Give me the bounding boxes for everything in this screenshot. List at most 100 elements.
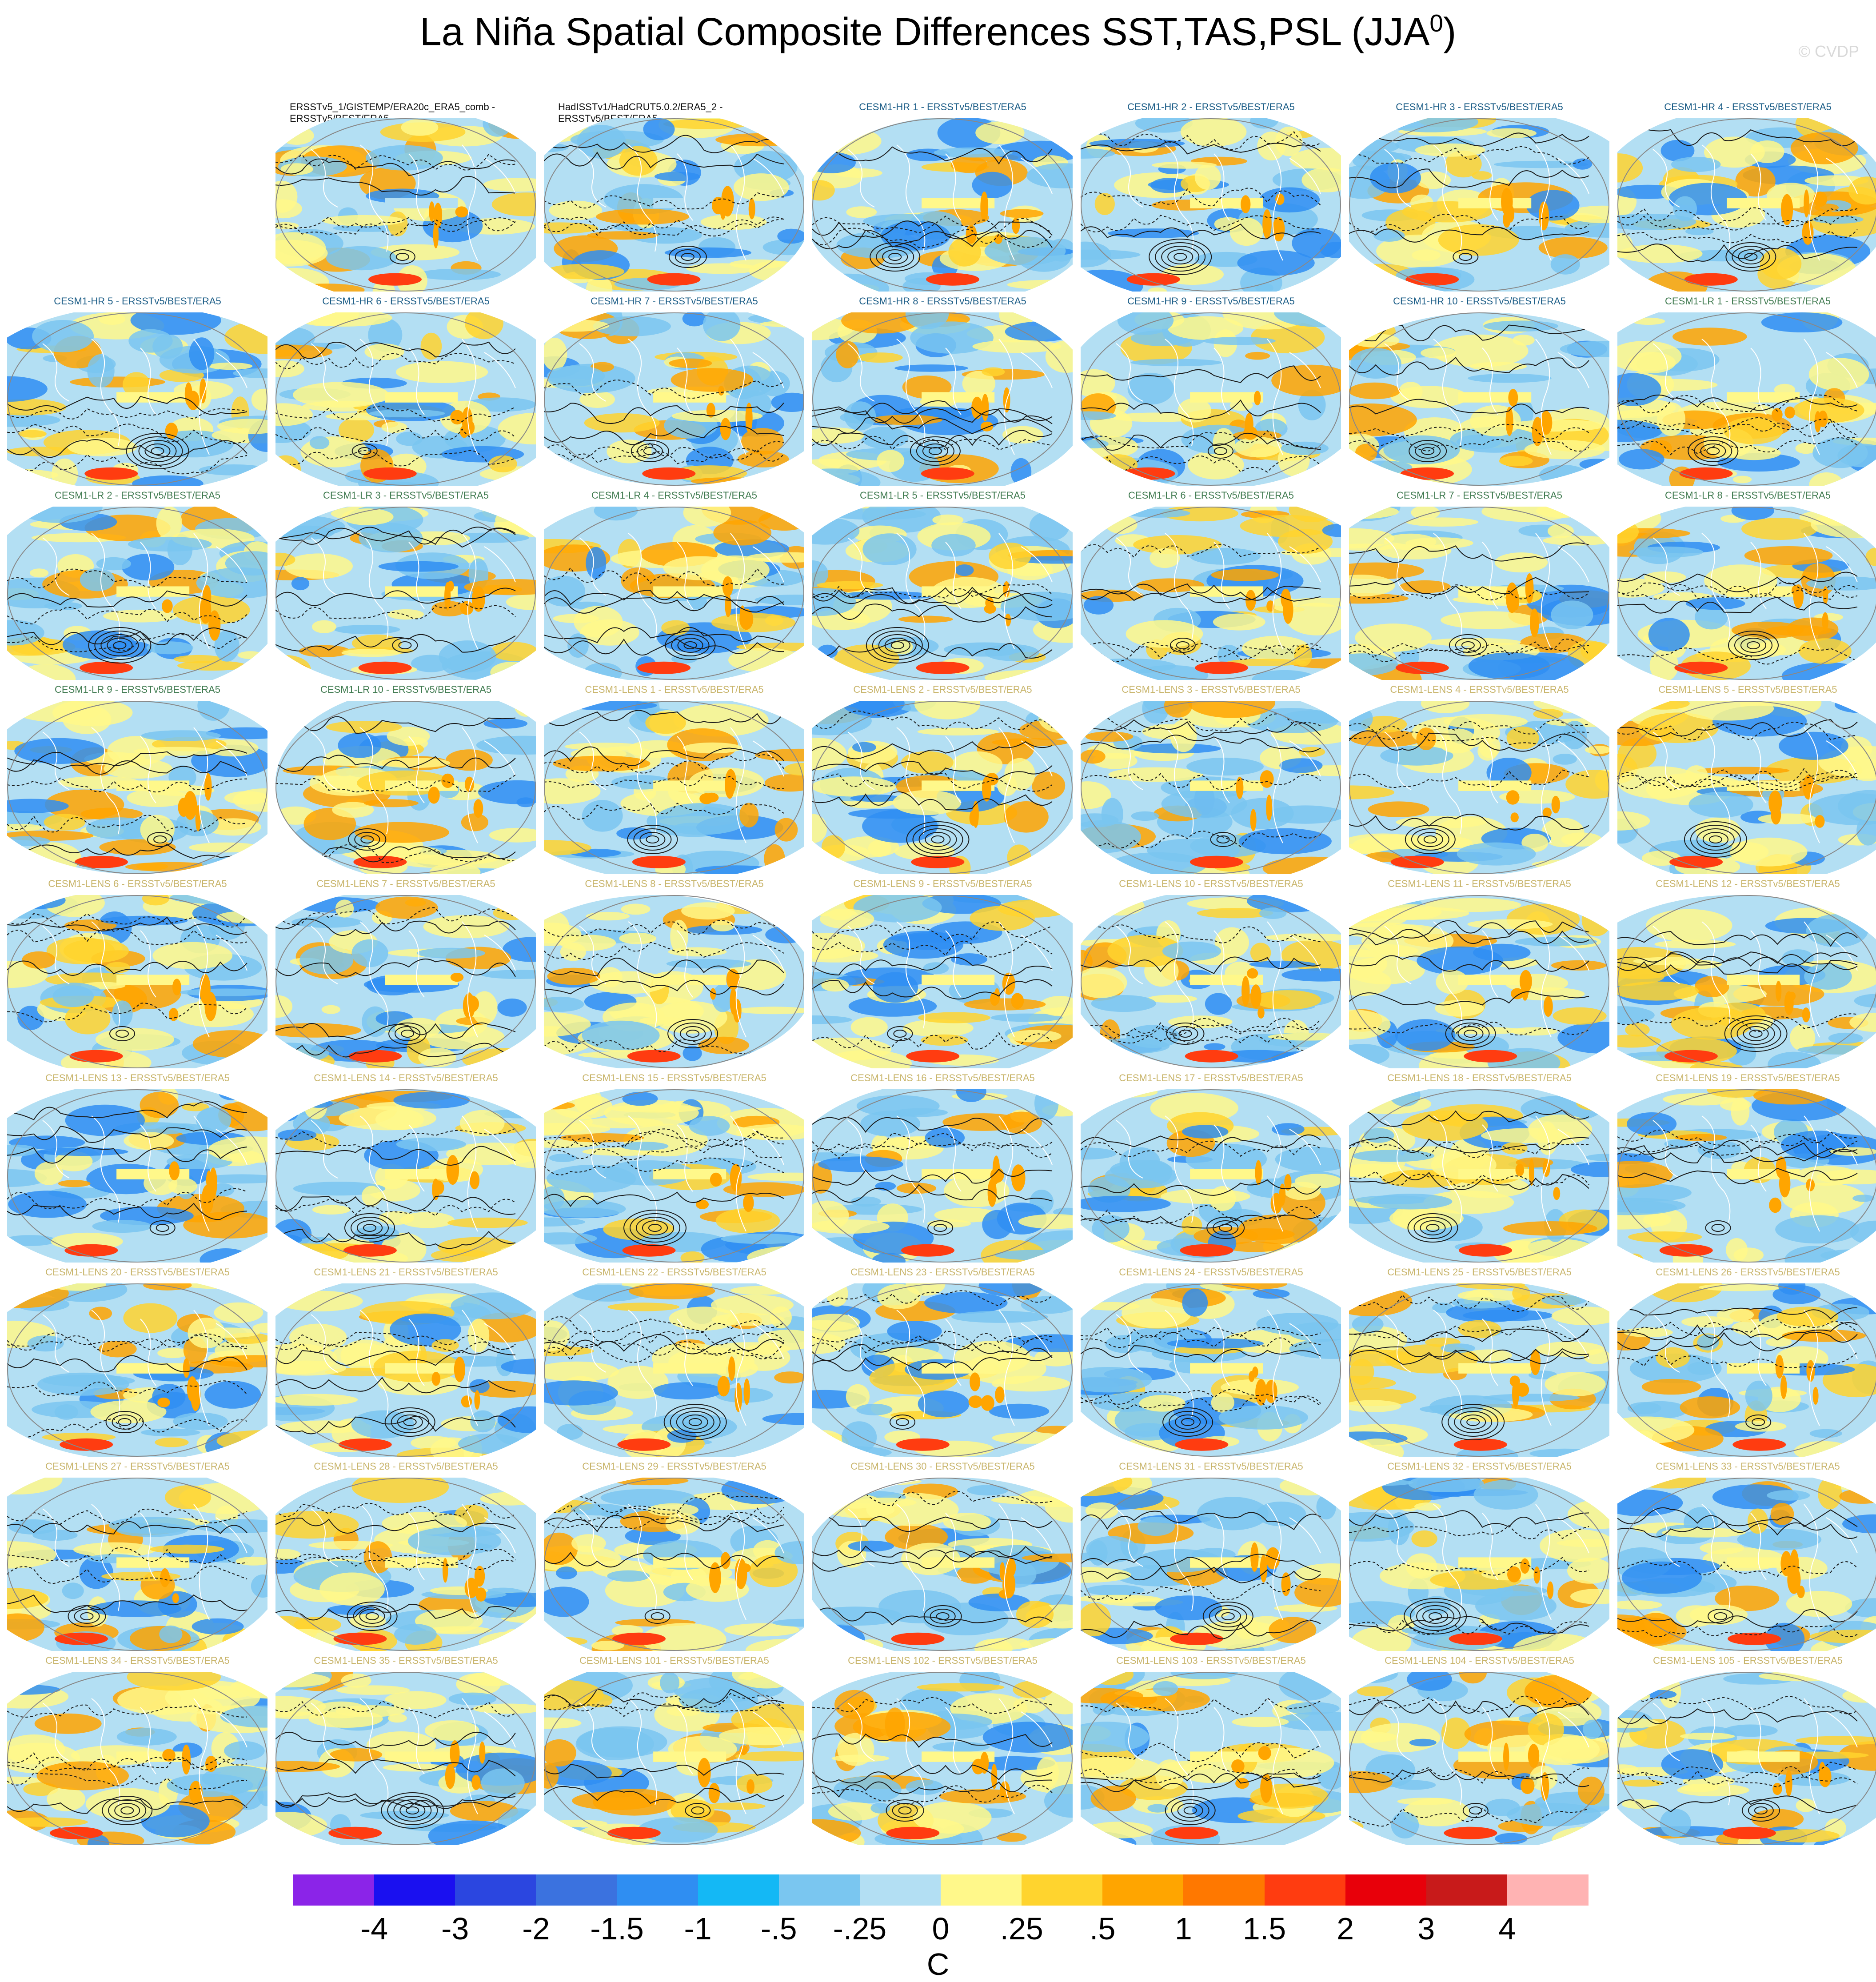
map-panel-title: CESM1-LENS 8 - ERSSTv5/BEST/ERA5 xyxy=(585,878,764,889)
map-panel: CESM1-LR 7 - ERSSTv5/BEST/ERA5 xyxy=(1345,490,1613,683)
map-panel-title: CESM1-LENS 34 - ERSSTv5/BEST/ERA5 xyxy=(45,1655,230,1666)
map-panel-title: CESM1-LENS 5 - ERSSTv5/BEST/ERA5 xyxy=(1658,684,1837,695)
colorbar-tick-label: -.25 xyxy=(833,1911,887,1946)
colorbar-swatch xyxy=(859,1874,941,1906)
world-map xyxy=(1349,1672,1609,1845)
world-map xyxy=(1081,1478,1341,1651)
map-panel-title: CESM1-LENS 12 - ERSSTv5/BEST/ERA5 xyxy=(1656,878,1840,889)
map-panel: CESM1-LENS 104 - ERSSTv5/BEST/ERA5 xyxy=(1345,1655,1613,1848)
map-panel: CESM1-HR 6 - ERSSTv5/BEST/ERA5 xyxy=(272,296,540,489)
map-panel-title: CESM1-LENS 35 - ERSSTv5/BEST/ERA5 xyxy=(314,1655,498,1666)
map-panel: CESM1-LENS 105 - ERSSTv5/BEST/ERA5 xyxy=(1614,1655,1876,1848)
world-map xyxy=(544,1478,804,1651)
map-panel-title: CESM1-HR 7 - ERSSTv5/BEST/ERA5 xyxy=(591,296,758,307)
colorbar-swatch xyxy=(293,1874,375,1906)
world-map xyxy=(275,507,536,680)
world-map xyxy=(7,1089,267,1263)
colorbar-swatch xyxy=(1022,1874,1103,1906)
map-panel: CESM1-LENS 14 - ERSSTv5/BEST/ERA5 xyxy=(272,1072,540,1266)
map-panel: CESM1-LENS 35 - ERSSTv5/BEST/ERA5 xyxy=(272,1655,540,1848)
world-map xyxy=(1617,118,1876,292)
colorbar-tick-label: -.5 xyxy=(760,1911,797,1946)
colorbar-tick-label: -4 xyxy=(360,1911,388,1946)
colorbar-swatch xyxy=(1183,1874,1265,1906)
colorbar-tick-label: 1 xyxy=(1174,1911,1192,1946)
map-panel: CESM1-LR 2 - ERSSTv5/BEST/ERA5 xyxy=(4,490,271,683)
map-panel-title: CESM1-LR 6 - ERSSTv5/BEST/ERA5 xyxy=(1128,490,1294,501)
map-panel: CESM1-LENS 17 - ERSSTv5/BEST/ERA5 xyxy=(1077,1072,1345,1266)
map-panel: CESM1-LR 1 - ERSSTv5/BEST/ERA5 xyxy=(1614,296,1876,489)
map-panel-title: CESM1-LENS 15 - ERSSTv5/BEST/ERA5 xyxy=(582,1072,766,1083)
map-panel: CESM1-LENS 29 - ERSSTv5/BEST/ERA5 xyxy=(540,1461,808,1654)
map-panel: CESM1-LR 4 - ERSSTv5/BEST/ERA5 xyxy=(540,490,808,683)
map-panel: CESM1-LENS 101 - ERSSTv5/BEST/ERA5 xyxy=(540,1655,808,1848)
world-map xyxy=(1617,701,1876,874)
cvdp-watermark: © CVDP xyxy=(1798,42,1859,60)
map-panel-title: CESM1-LENS 14 - ERSSTv5/BEST/ERA5 xyxy=(314,1072,498,1083)
map-panel: CESM1-LENS 2 - ERSSTv5/BEST/ERA5 xyxy=(809,684,1077,877)
map-panel-title: CESM1-LENS 29 - ERSSTv5/BEST/ERA5 xyxy=(582,1461,766,1472)
colorbar-swatch xyxy=(455,1874,536,1906)
colorbar-swatch xyxy=(374,1874,455,1906)
map-panel-title: CESM1-LENS 27 - ERSSTv5/BEST/ERA5 xyxy=(45,1461,230,1472)
map-panel: CESM1-LR 9 - ERSSTv5/BEST/ERA5 xyxy=(4,684,271,877)
world-map xyxy=(1081,507,1341,680)
world-map xyxy=(275,701,536,874)
map-panel: CESM1-LENS 28 - ERSSTv5/BEST/ERA5 xyxy=(272,1461,540,1654)
map-panel: CESM1-LENS 22 - ERSSTv5/BEST/ERA5 xyxy=(540,1267,808,1460)
map-panel-title: CESM1-LENS 33 - ERSSTv5/BEST/ERA5 xyxy=(1656,1461,1840,1472)
map-panel: CESM1-LENS 11 - ERSSTv5/BEST/ERA5 xyxy=(1345,878,1613,1071)
map-panel: CESM1-LENS 18 - ERSSTv5/BEST/ERA5 xyxy=(1345,1072,1613,1266)
map-panel-title: CESM1-LENS 102 - ERSSTv5/BEST/ERA5 xyxy=(848,1655,1038,1666)
map-panel-title: CESM1-LENS 31 - ERSSTv5/BEST/ERA5 xyxy=(1119,1461,1303,1472)
map-panel: CESM1-LENS 32 - ERSSTv5/BEST/ERA5 xyxy=(1345,1461,1613,1654)
world-map xyxy=(1081,118,1341,292)
world-map xyxy=(275,1089,536,1263)
world-map xyxy=(544,1089,804,1263)
world-map xyxy=(1081,701,1341,874)
map-panel-title: CESM1-LENS 28 - ERSSTv5/BEST/ERA5 xyxy=(314,1461,498,1472)
map-panel: CESM1-LR 5 - ERSSTv5/BEST/ERA5 xyxy=(809,490,1077,683)
map-panel-title: CESM1-LR 2 - ERSSTv5/BEST/ERA5 xyxy=(55,490,220,501)
world-map xyxy=(1081,1283,1341,1457)
map-panel: HadISSTv1/HadCRUT5.0.2/ERA5_2 - ERSSTv5/… xyxy=(540,101,808,295)
map-panel-title: CESM1-HR 3 - ERSSTv5/BEST/ERA5 xyxy=(1396,101,1563,112)
map-panel-title: CESM1-HR 2 - ERSSTv5/BEST/ERA5 xyxy=(1127,101,1295,112)
colorbar-swatch xyxy=(1507,1874,1589,1906)
map-panel: CESM1-LR 3 - ERSSTv5/BEST/ERA5 xyxy=(272,490,540,683)
map-panel: CESM1-LENS 30 - ERSSTv5/BEST/ERA5 xyxy=(809,1461,1077,1654)
map-panel: CESM1-HR 5 - ERSSTv5/BEST/ERA5 xyxy=(4,296,271,489)
colorbar-swatch xyxy=(1345,1874,1427,1906)
map-panel: CESM1-HR 2 - ERSSTv5/BEST/ERA5 xyxy=(1077,101,1345,295)
world-map xyxy=(1617,1089,1876,1263)
colorbar-tick-label: .25 xyxy=(1000,1911,1043,1946)
map-panel: CESM1-HR 7 - ERSSTv5/BEST/ERA5 xyxy=(540,296,808,489)
world-map xyxy=(812,312,1073,486)
colorbar-unit: C xyxy=(926,1947,950,1982)
world-map xyxy=(7,895,267,1068)
map-panel: CESM1-LENS 102 - ERSSTv5/BEST/ERA5 xyxy=(809,1655,1077,1848)
map-panel-title: CESM1-LENS 25 - ERSSTv5/BEST/ERA5 xyxy=(1387,1267,1572,1278)
map-panel-title: CESM1-LENS 30 - ERSSTv5/BEST/ERA5 xyxy=(850,1461,1035,1472)
world-map xyxy=(7,1672,267,1845)
map-panel: CESM1-HR 4 - ERSSTv5/BEST/ERA5 xyxy=(1614,101,1876,295)
map-panel: CESM1-LENS 16 - ERSSTv5/BEST/ERA5 xyxy=(809,1072,1077,1266)
world-map xyxy=(1617,312,1876,486)
map-panel: CESM1-HR 1 - ERSSTv5/BEST/ERA5 xyxy=(809,101,1077,295)
map-panel-title: CESM1-LENS 32 - ERSSTv5/BEST/ERA5 xyxy=(1387,1461,1572,1472)
colorbar-swatch xyxy=(536,1874,617,1906)
world-map xyxy=(544,1283,804,1457)
map-panel-title: CESM1-LENS 103 - ERSSTv5/BEST/ERA5 xyxy=(1116,1655,1306,1666)
world-map xyxy=(1617,1672,1876,1845)
map-panel-title: CESM1-LENS 11 - ERSSTv5/BEST/ERA5 xyxy=(1388,878,1571,889)
world-map xyxy=(1081,1089,1341,1263)
world-map xyxy=(812,118,1073,292)
world-map xyxy=(1081,895,1341,1068)
world-map xyxy=(275,1478,536,1651)
world-map xyxy=(544,312,804,486)
map-panel: CESM1-LENS 33 - ERSSTv5/BEST/ERA5 xyxy=(1614,1461,1876,1654)
map-panel-title: CESM1-HR 9 - ERSSTv5/BEST/ERA5 xyxy=(1127,296,1295,307)
map-panel-title: CESM1-LENS 104 - ERSSTv5/BEST/ERA5 xyxy=(1385,1655,1574,1666)
figure-title: La Niña Spatial Composite Differences SS… xyxy=(419,9,1457,54)
world-map xyxy=(1081,312,1341,486)
